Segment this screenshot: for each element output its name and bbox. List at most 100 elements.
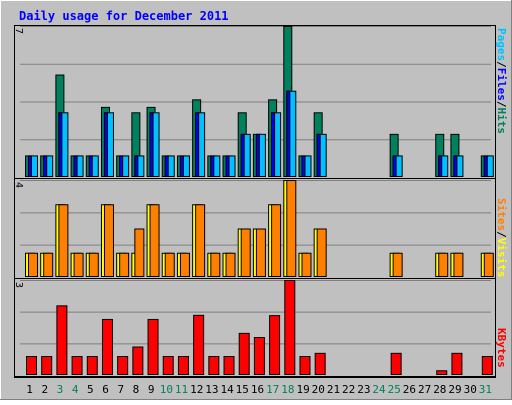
y-max-label: 3 [13, 282, 24, 288]
side-legend-label: Sites/Visits [495, 198, 508, 278]
bar-pages-day-14 [225, 155, 230, 178]
bar-kbytes-day-28 [436, 370, 448, 375]
bar-kbytes-day-13 [208, 356, 220, 375]
bar-pages-day-5 [88, 155, 93, 178]
bar-pages-day-25 [392, 155, 397, 178]
x-tick-label: 16 [251, 383, 264, 396]
bar-kbytes-day-31 [481, 356, 493, 375]
bar-pages-day-11 [179, 155, 184, 178]
x-tick-label: 14 [220, 383, 234, 396]
bar-pages-day-19 [301, 155, 306, 178]
bar-kbytes-day-10 [162, 356, 174, 375]
x-tick-label: 26 [403, 383, 416, 396]
bar-pages-day-20 [316, 133, 321, 178]
x-tick-label: 24 [372, 383, 386, 396]
y-axis-side-labels: Pages/Files/Hits Sites/Visits KBytes [495, 28, 508, 368]
bar-kbytes-day-11 [177, 356, 189, 375]
x-tick-label: 20 [312, 383, 325, 396]
x-tick-label: 4 [72, 383, 79, 396]
x-tick-label: 27 [418, 383, 431, 396]
chart-panels: 7 4 3 [13, 25, 496, 378]
x-tick-label: 1 [26, 383, 33, 396]
x-tick-label: 18 [281, 383, 294, 396]
bar-kbytes-day-5 [86, 356, 98, 375]
bar-sites-day-8 [134, 228, 145, 277]
legend-separator: / [495, 101, 508, 108]
x-tick-label: 21 [327, 383, 340, 396]
panel-sites-visits: 4 [13, 180, 495, 279]
y-max-label: 7 [13, 28, 24, 34]
bar-pages-day-9 [149, 112, 154, 177]
bar-kbytes-day-29 [451, 352, 463, 376]
y-max-label: 4 [13, 182, 24, 188]
legend-separator: / [495, 61, 508, 68]
bar-sites-day-3 [58, 204, 69, 277]
x-tick-label: 19 [296, 383, 309, 396]
x-tick-label: 10 [160, 383, 173, 396]
x-tick-label: 11 [175, 383, 188, 396]
bar-kbytes-day-15 [238, 332, 250, 375]
bar-sites-day-29 [453, 252, 464, 277]
bar-kbytes-day-1 [26, 356, 37, 375]
bar-kbytes-day-12 [193, 314, 205, 376]
bar-sites-day-9 [149, 204, 160, 277]
bar-pages-day-15 [240, 133, 245, 178]
x-tick-label: 3 [57, 383, 64, 396]
bar-pages-day-13 [210, 155, 215, 178]
bar-pages-day-6 [103, 112, 108, 177]
bar-pages-day-10 [164, 155, 169, 178]
x-tick-label: 12 [190, 383, 203, 396]
legend-separator: / [495, 231, 508, 238]
bar-kbytes-day-2 [41, 356, 53, 375]
legend-files: Files [495, 68, 508, 101]
legend-pages: Pages [495, 28, 508, 61]
bar-kbytes-day-9 [147, 318, 159, 376]
bar-sites-day-25 [392, 252, 403, 277]
bar-sites-day-16 [255, 228, 266, 277]
bar-pages-day-31 [483, 155, 488, 178]
bar-sites-day-14 [225, 252, 236, 277]
bar-pages-day-28 [438, 155, 443, 178]
bar-sites-day-12 [195, 204, 206, 277]
x-tick-label: 9 [148, 383, 155, 396]
bar-sites-day-17 [271, 204, 282, 277]
bar-sites-day-4 [73, 252, 84, 277]
x-tick-label: 30 [464, 383, 477, 396]
bar-sites-day-10 [164, 252, 175, 277]
x-tick-label: 23 [357, 383, 370, 396]
legend-visits: Visits [495, 238, 508, 278]
x-tick-label: 22 [342, 383, 355, 396]
bar-sites-day-31 [483, 252, 494, 277]
x-tick-label: 2 [41, 383, 48, 396]
x-tick-label: 8 [133, 383, 140, 396]
bar-pages-day-17 [271, 112, 276, 177]
x-tick-label: 15 [236, 383, 249, 396]
x-tick-label: 28 [433, 383, 446, 396]
x-tick-label: 7 [117, 383, 124, 396]
x-axis-labels: 1 2 3 4 5 6 7 8 9 10 11 12 13 14 15 16 17 18 19 20 21 22 23 24 2… [26, 383, 492, 396]
bar-pages-day-2 [43, 155, 48, 178]
side-legend-label: KBytes [495, 328, 508, 368]
side-legend-label: Pages/Files/Hits [495, 28, 508, 134]
bar-pages-day-3 [58, 112, 63, 177]
bar-pages-day-29 [453, 155, 458, 178]
bar-pages-day-8 [134, 155, 139, 178]
bar-sites-day-28 [438, 252, 449, 277]
bar-sites-day-2 [43, 252, 54, 277]
bar-kbytes-day-16 [253, 337, 265, 375]
bar-sites-day-15 [240, 228, 251, 277]
bar-kbytes-day-20 [314, 352, 326, 376]
x-tick-label: 17 [266, 383, 279, 396]
bar-kbytes-day-25 [390, 352, 402, 376]
panel-pages-files-hits: 7 [13, 26, 495, 179]
x-tick-label: 5 [87, 383, 94, 396]
x-tick-label: 13 [205, 383, 218, 396]
legend-kbytes: KBytes [495, 328, 508, 368]
bar-kbytes-day-3 [56, 305, 68, 376]
bar-kbytes-day-4 [71, 356, 83, 375]
bar-kbytes-day-14 [223, 356, 235, 375]
x-tick-label: 31 [479, 383, 492, 396]
